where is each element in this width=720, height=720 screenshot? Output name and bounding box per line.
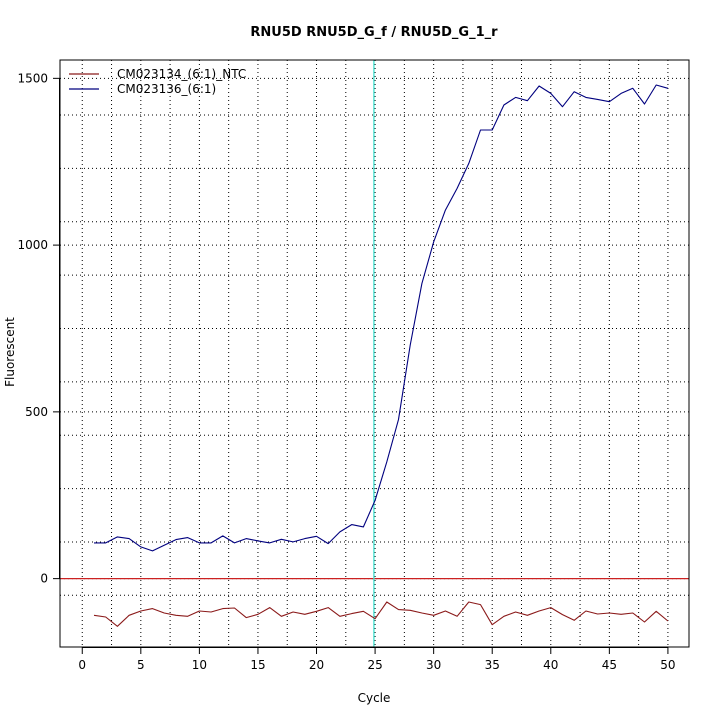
y-tick-label: 1500 (17, 71, 48, 85)
x-tick-label: 45 (602, 658, 617, 672)
legend-label-1: CM023134_(6:1)_NTC (117, 67, 246, 81)
x-tick-label: 15 (250, 658, 265, 672)
x-axis-label: Cycle (358, 691, 391, 705)
y-tick-label: 500 (25, 405, 48, 419)
x-tick-label: 40 (543, 658, 558, 672)
x-tick-label: 20 (309, 658, 324, 672)
y-tick-label: 1000 (17, 238, 48, 252)
chart-title: RNU5D RNU5D_G_f / RNU5D_G_1_r (250, 25, 498, 40)
x-tick-label: 50 (660, 658, 675, 672)
x-tick-label: 0 (78, 658, 86, 672)
series-layer (93, 84, 669, 627)
x-tick-label: 5 (137, 658, 145, 672)
marker-layer (60, 60, 689, 647)
x-tick-label: 30 (426, 658, 441, 672)
series-line-2 (94, 84, 669, 552)
legend-label-2: CM023136_(6:1) (117, 82, 216, 96)
y-tick-label: 0 (40, 572, 48, 586)
y-axis-label: Fluorescent (3, 317, 17, 387)
series-line-1 (93, 601, 669, 627)
x-tick-label: 35 (485, 658, 500, 672)
x-tick-label: 10 (192, 658, 207, 672)
x-tick-label: 25 (367, 658, 382, 672)
